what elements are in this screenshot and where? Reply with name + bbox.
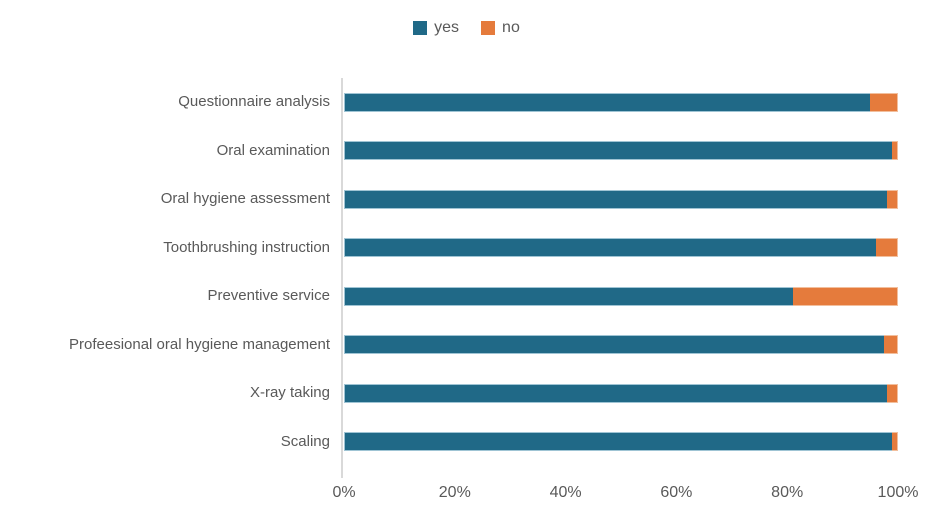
x-tick-label: 40% — [549, 484, 582, 501]
bar-segment-yes — [344, 92, 871, 112]
category-label: Toothbrushing instruction — [163, 238, 330, 256]
x-tick-label: 80% — [771, 484, 804, 501]
category-label: Profeesional oral hygiene management — [69, 335, 330, 353]
chart-row: Profeesional oral hygiene management — [0, 321, 898, 370]
bar-segment-yes — [344, 238, 876, 258]
bar-track — [344, 189, 898, 209]
bar-segment-yes — [344, 383, 887, 403]
bar-track — [344, 432, 898, 452]
category-label: X-ray taking — [249, 384, 330, 401]
bar-segment-no — [892, 432, 898, 452]
chart-row: X-ray taking — [0, 369, 898, 418]
y-axis-line — [341, 78, 343, 478]
category-label: Questionnaire analysis — [178, 93, 330, 110]
x-axis: 0% 20% 40% 60% 80% 100% — [332, 484, 918, 502]
bar-track — [344, 286, 898, 306]
x-tick-label: 20% — [438, 484, 471, 501]
bar-track — [344, 238, 898, 258]
bar-track — [344, 92, 898, 112]
bar-segment-yes — [344, 286, 793, 306]
chart-row: Oral examination — [0, 127, 898, 176]
bar-segment-no — [884, 335, 898, 355]
bar-segment-no — [886, 383, 898, 403]
bar-track — [344, 383, 898, 403]
legend-item-yes: yes — [413, 20, 459, 36]
bar-segment-yes — [344, 141, 893, 161]
chart-legend: yes no — [0, 20, 933, 36]
chart-row: Oral hygiene assessment — [0, 175, 898, 224]
legend-label-yes: yes — [434, 19, 460, 36]
chart-row: Toothbrushing instruction — [0, 224, 898, 273]
category-label: Oral hygiene assessment — [160, 190, 330, 207]
bar-track — [344, 141, 898, 161]
chart-row: Questionnaire analysis — [0, 78, 898, 127]
x-tick-label: 100% — [877, 484, 919, 501]
bar-segment-yes — [344, 432, 893, 452]
bar-segment-no — [886, 189, 898, 209]
chart-row: Scaling — [0, 418, 898, 467]
bar-segment-no — [892, 141, 898, 161]
plot-area: Questionnaire analysis Oral examination Or… — [0, 78, 898, 466]
bar-segment-yes — [344, 189, 887, 209]
bar-track — [344, 335, 898, 355]
category-label: Preventive service — [207, 287, 330, 304]
category-label: Scaling — [280, 432, 330, 450]
chart-row: Preventive service — [0, 272, 898, 321]
legend-swatch-yes-icon — [413, 21, 428, 35]
legend-swatch-no-icon — [481, 21, 496, 35]
x-tick-label: 60% — [660, 484, 693, 501]
category-label: Oral examination — [216, 141, 330, 159]
bar-segment-no — [870, 92, 898, 112]
bar-segment-no — [875, 238, 898, 258]
legend-label-no: no — [502, 19, 520, 36]
legend-item-no: no — [481, 20, 520, 36]
x-tick-label: 0% — [332, 484, 356, 501]
bar-segment-yes — [344, 335, 885, 355]
bar-segment-no — [792, 286, 898, 306]
